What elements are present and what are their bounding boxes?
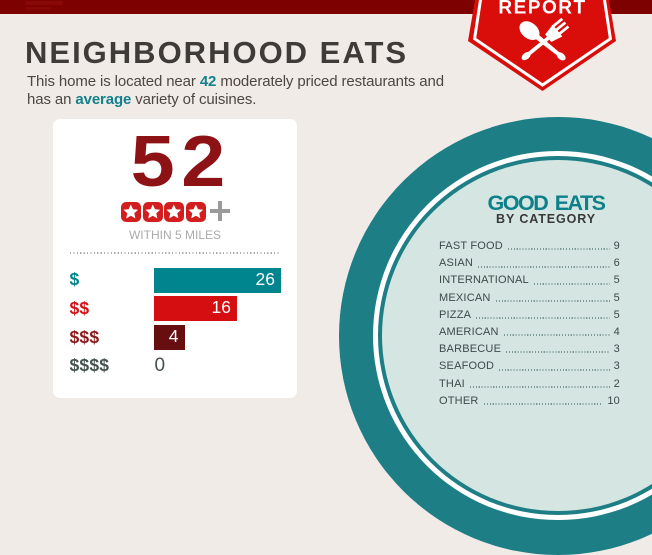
svg-text:REPORT: REPORT bbox=[498, 0, 586, 19]
